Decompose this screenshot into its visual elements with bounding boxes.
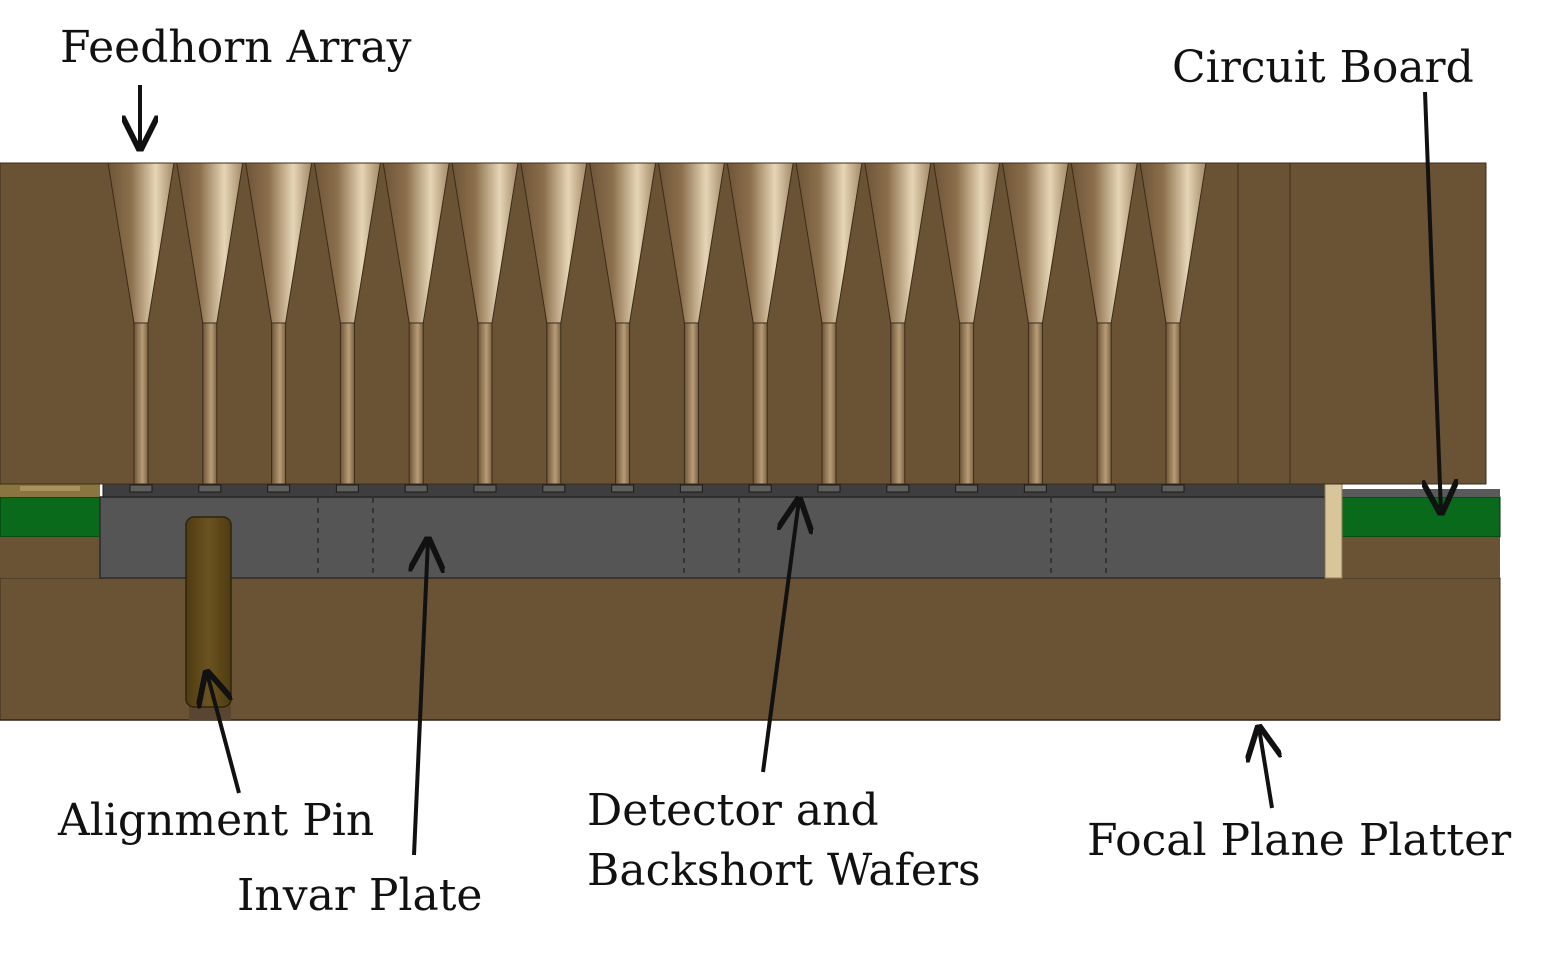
arrow-detector-wafers bbox=[761, 500, 799, 773]
feedhorn-waveguide bbox=[408, 322, 424, 485]
feedhorn-detector-pixel bbox=[335, 484, 359, 493]
feedhorn-waveguide bbox=[1165, 322, 1181, 485]
circuit-board-trace-right bbox=[1342, 489, 1500, 497]
arrow-focal-plane-platter bbox=[1259, 728, 1272, 809]
feedhorn-detector-pixel bbox=[1092, 484, 1116, 493]
label-circuit-board: Circuit Board bbox=[1172, 42, 1474, 93]
board-connector-detail bbox=[20, 486, 80, 491]
label-alignment-pin: Alignment Pin bbox=[57, 795, 374, 846]
feedhorn-waveguide bbox=[890, 322, 906, 485]
feedhorn-detector-pixel bbox=[404, 484, 428, 493]
invar-plate bbox=[99, 496, 1326, 579]
label-invar-plate: Invar Plate bbox=[237, 870, 482, 921]
feedhorn-waveguide bbox=[1096, 322, 1112, 485]
label-focal-plane-platter: Focal Plane Platter bbox=[1087, 815, 1512, 866]
feedhorns-group bbox=[107, 162, 1207, 493]
focal-plane-platter bbox=[0, 577, 1501, 721]
feedhorn-waveguide bbox=[133, 322, 149, 485]
label-feedhorn-array: Feedhorn Array bbox=[60, 22, 412, 73]
feedhorn-waveguide bbox=[202, 322, 218, 485]
feedhorn-detector-pixel bbox=[1161, 484, 1185, 493]
circuit-board-base-right bbox=[1342, 537, 1500, 578]
feedhorn-detector-pixel bbox=[267, 484, 291, 493]
feedhorn-waveguide bbox=[752, 322, 768, 485]
feedhorn-detector-pixel bbox=[129, 484, 153, 493]
invar-plate-dashed-lines bbox=[317, 498, 1107, 578]
circuit-board-left bbox=[0, 496, 101, 538]
feedhorn-waveguide bbox=[615, 322, 631, 485]
feedhorn-waveguide bbox=[339, 322, 355, 485]
arrow-alignment-pin bbox=[207, 673, 241, 794]
feedhorn-detector-pixel bbox=[955, 484, 979, 493]
feedhorn-detector-pixel bbox=[748, 484, 772, 493]
leader-arrows bbox=[140, 85, 1441, 856]
feedhorn-detector-pixel bbox=[886, 484, 910, 493]
feedhorn-waveguide bbox=[821, 322, 837, 485]
circuit-board-base-left bbox=[0, 537, 100, 578]
arrow-invar-plate bbox=[414, 540, 428, 856]
feedhorn-waveguide bbox=[546, 322, 562, 485]
feedhorn-waveguide bbox=[683, 322, 699, 485]
circuit-board-right bbox=[1341, 496, 1501, 538]
feedhorn-waveguide bbox=[1027, 322, 1043, 485]
label-detector-line2: Backshort Wafers bbox=[587, 845, 981, 896]
feedhorn-detector-pixel bbox=[473, 484, 497, 493]
feedhorn-detector-pixel bbox=[1023, 484, 1047, 493]
feedhorn-detector-pixel bbox=[198, 484, 222, 493]
feedhorn-waveguide bbox=[959, 322, 975, 485]
feedhorn-detector-pixel bbox=[679, 484, 703, 493]
spacer-block bbox=[1324, 483, 1343, 579]
feedhorn-waveguide bbox=[477, 322, 493, 485]
feedhorn-detector-pixel bbox=[817, 484, 841, 493]
label-detector-line1: Detector and bbox=[587, 785, 879, 836]
feedhorn-detector-pixel bbox=[611, 484, 635, 493]
arrow-circuit-board bbox=[1425, 91, 1441, 512]
feedhorn-waveguide bbox=[271, 322, 287, 485]
feedhorn-detector-pixel bbox=[542, 484, 566, 493]
